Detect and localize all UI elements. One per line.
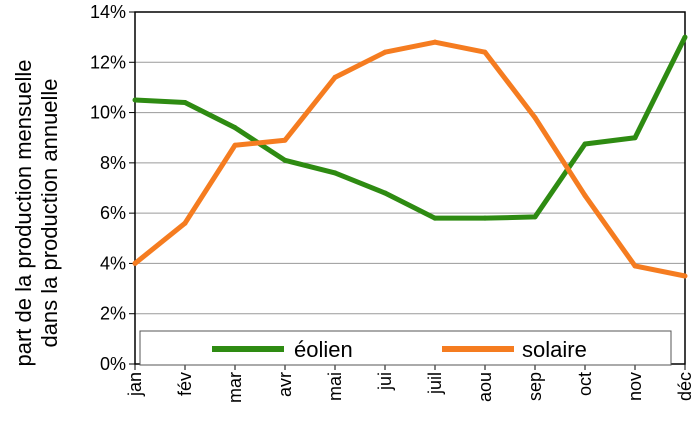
data-point xyxy=(432,215,438,221)
y-tick-label: 8% xyxy=(100,153,126,173)
data-point xyxy=(132,97,138,103)
x-tick-label: aou xyxy=(475,372,495,402)
legend-label-eolien: éolien xyxy=(294,337,353,362)
x-tick-label: fév xyxy=(175,372,195,396)
series-lines xyxy=(132,34,688,279)
data-point xyxy=(632,263,638,269)
x-tick-label: avr xyxy=(275,372,295,397)
y-tick-label: 6% xyxy=(100,203,126,223)
y-tick-label: 4% xyxy=(100,253,126,273)
y-tick-label: 14% xyxy=(90,2,126,22)
y-tick-label: 2% xyxy=(100,304,126,324)
series-line-0 xyxy=(134,36,688,221)
data-point xyxy=(382,49,388,55)
data-point xyxy=(232,142,238,148)
y-tick-label: 0% xyxy=(100,354,126,374)
x-tick-label: oct xyxy=(575,372,595,396)
data-point xyxy=(282,157,288,163)
x-tick-label: mar xyxy=(225,372,245,403)
data-point xyxy=(332,170,338,176)
x-tick-label: mai xyxy=(325,372,345,401)
x-axis-ticks: jan fév mar avr mai jui juil aou sep oct nov déc xyxy=(125,364,695,403)
data-point xyxy=(582,141,588,147)
data-point xyxy=(532,115,538,121)
y-tick-label: 10% xyxy=(90,103,126,123)
y-axis-label-line2: dans la production annuelle xyxy=(37,78,62,347)
y-axis-label-line1: part de la production mensuelle xyxy=(11,60,36,367)
data-point xyxy=(182,100,188,106)
plot-area xyxy=(134,11,686,365)
gridlines xyxy=(135,61,685,315)
x-tick-label: déc xyxy=(675,372,695,401)
x-tick-label: sep xyxy=(525,372,545,401)
data-point xyxy=(232,125,238,131)
y-axis-ticks: 0% 2% 4% 6% 8% 10% 12% 14% xyxy=(90,2,135,374)
data-point xyxy=(682,34,688,40)
x-tick-label: jan xyxy=(125,372,145,397)
data-point xyxy=(482,49,488,55)
data-point xyxy=(332,74,338,80)
data-point xyxy=(282,137,288,143)
data-point xyxy=(532,214,538,220)
data-point xyxy=(482,215,488,221)
x-tick-label: nov xyxy=(625,372,645,401)
data-point xyxy=(682,273,688,279)
series-line-1 xyxy=(133,39,686,279)
x-tick-label: jui xyxy=(375,372,395,391)
x-tick-label: juil xyxy=(425,372,445,395)
legend: éolien solaire xyxy=(139,330,672,366)
data-point xyxy=(632,135,638,141)
data-point xyxy=(432,39,438,45)
data-point xyxy=(382,190,388,196)
legend-label-solaire: solaire xyxy=(522,337,587,362)
data-point xyxy=(182,220,188,226)
y-tick-label: 12% xyxy=(90,52,126,72)
data-point xyxy=(132,260,138,266)
data-point xyxy=(582,193,588,199)
